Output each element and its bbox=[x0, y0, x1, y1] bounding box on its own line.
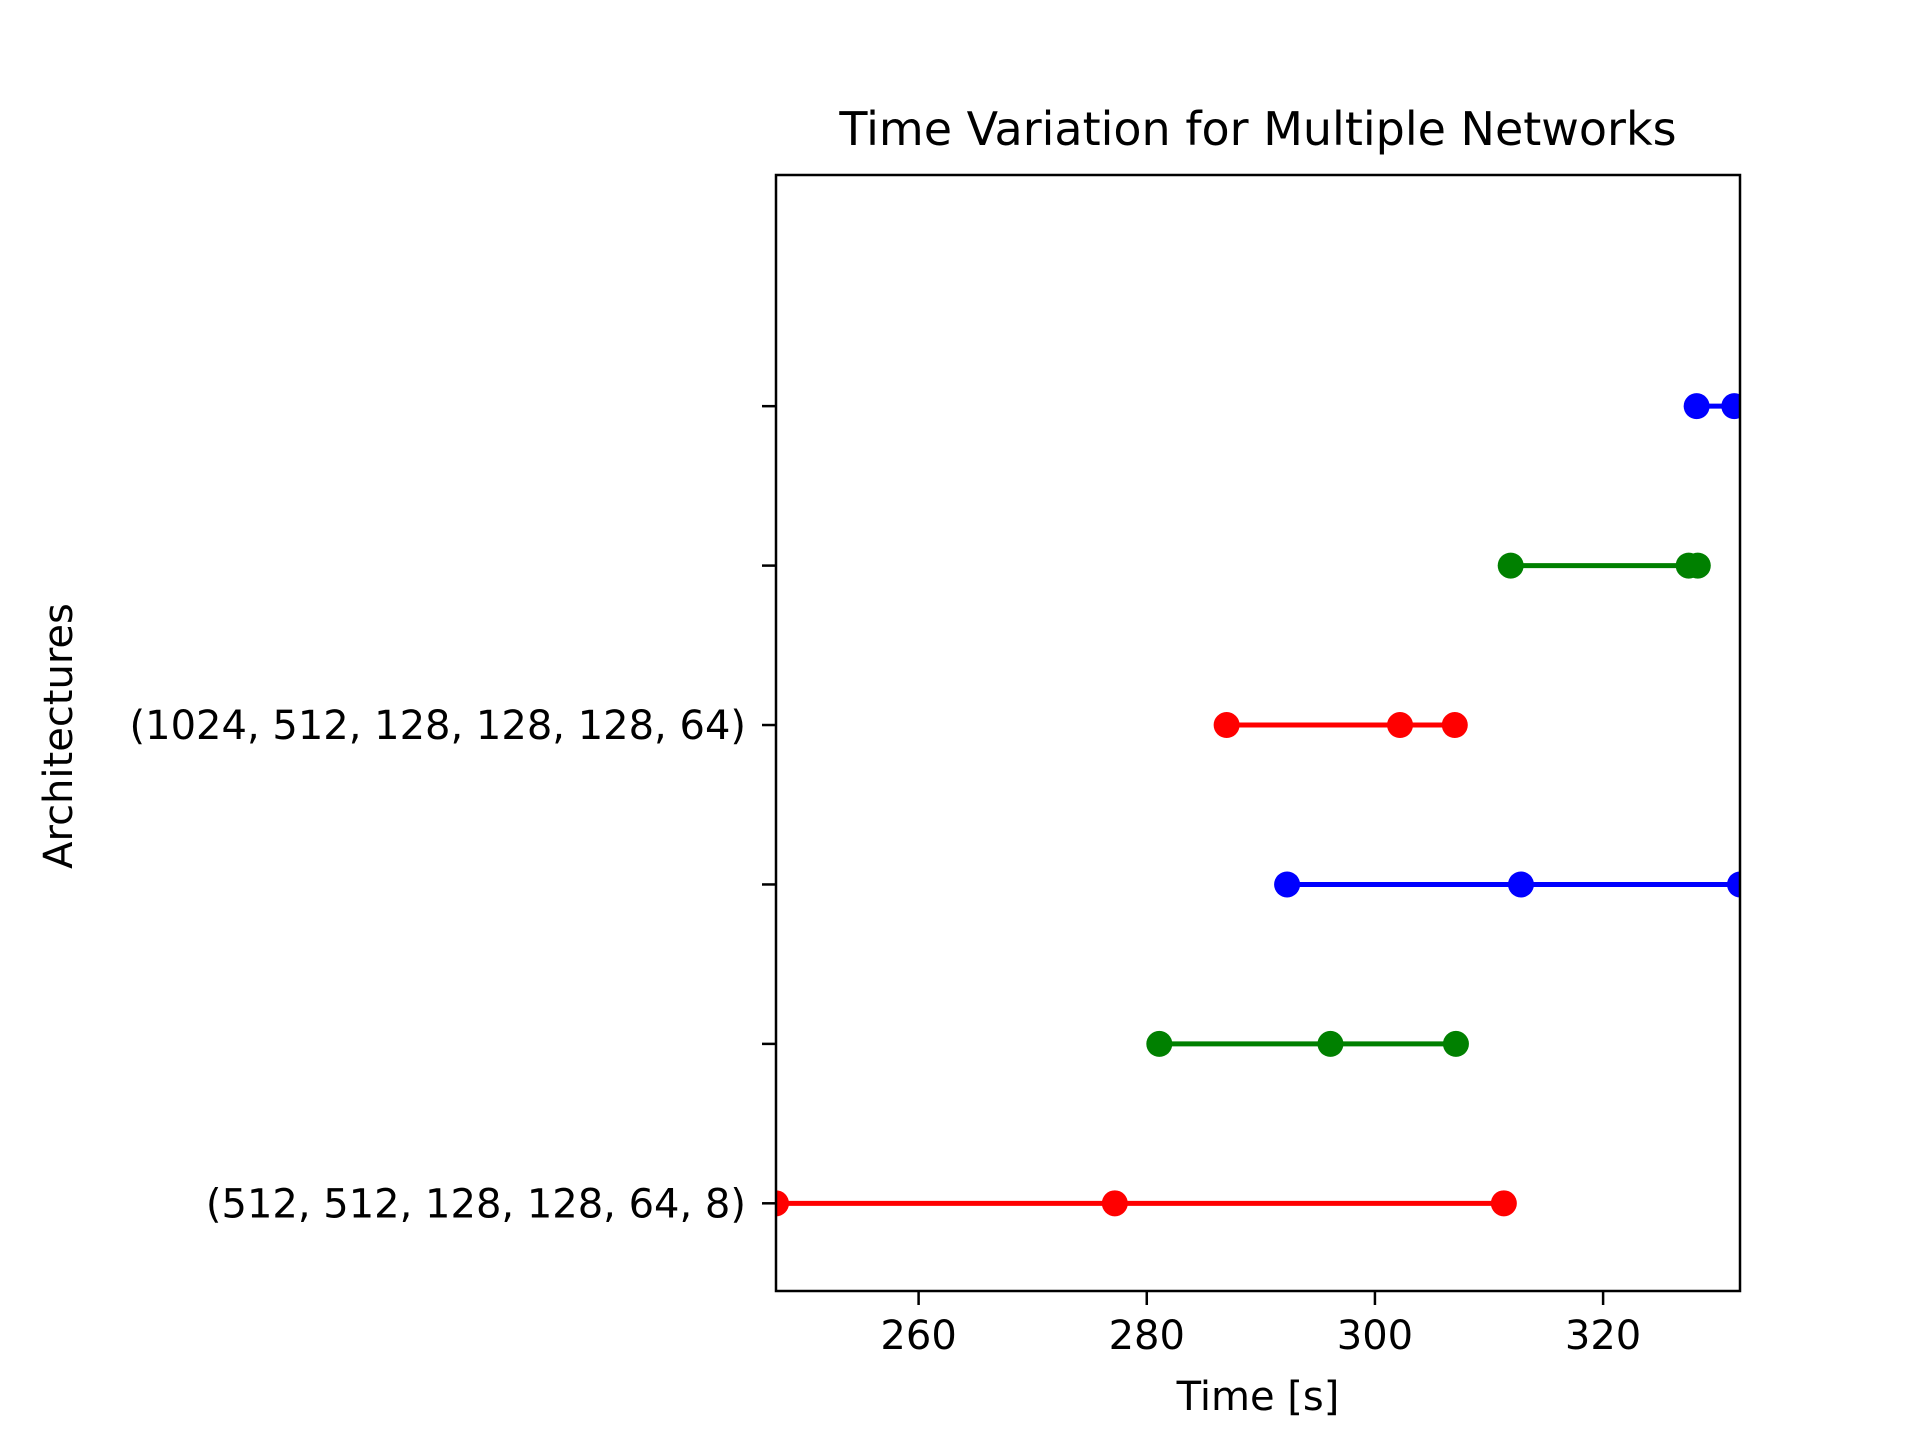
x-tick-label: 320 bbox=[1565, 1313, 1641, 1359]
y-tick-label: (512, 512, 128, 128, 64, 8) bbox=[206, 1181, 746, 1227]
series-row-1 bbox=[1146, 1030, 1469, 1057]
data-point bbox=[1387, 712, 1414, 739]
plot-frame bbox=[774, 173, 1742, 1293]
series-group bbox=[776, 393, 1740, 1217]
y-tick-label: (1024, 512, 128, 128, 128, 64) bbox=[130, 703, 746, 749]
series-row-5 bbox=[1683, 393, 1740, 420]
data-point bbox=[1727, 871, 1740, 898]
data-point bbox=[1507, 871, 1534, 898]
data-point bbox=[1683, 393, 1710, 420]
data-point bbox=[1101, 1190, 1128, 1217]
series-row-0 bbox=[776, 1190, 1517, 1217]
series-row-3 bbox=[1213, 712, 1468, 739]
x-tick-label: 260 bbox=[880, 1313, 956, 1359]
x-axis-label: Time [s] bbox=[1176, 1374, 1340, 1420]
chart-title: Time Variation for Multiple Networks bbox=[838, 102, 1676, 156]
series-row-2 bbox=[1274, 871, 1740, 898]
plot-area: 260 280 300 320 (512, 512, 128, 128, 64, 8) (… bbox=[130, 173, 1742, 1359]
series-row-4 bbox=[1497, 552, 1711, 579]
y-axis-label: Architectures bbox=[36, 603, 82, 869]
data-point bbox=[1213, 712, 1240, 739]
data-point bbox=[1684, 552, 1711, 579]
data-point bbox=[776, 1190, 789, 1217]
data-point bbox=[1441, 712, 1468, 739]
x-tick-label: 300 bbox=[1337, 1313, 1413, 1359]
data-point bbox=[1442, 1030, 1469, 1057]
data-point bbox=[1317, 1030, 1344, 1057]
x-tick-label: 280 bbox=[1109, 1313, 1185, 1359]
data-point bbox=[1721, 393, 1740, 420]
data-point bbox=[1490, 1190, 1517, 1217]
data-point bbox=[1497, 552, 1524, 579]
data-point bbox=[1274, 871, 1301, 898]
data-point bbox=[1146, 1030, 1173, 1057]
